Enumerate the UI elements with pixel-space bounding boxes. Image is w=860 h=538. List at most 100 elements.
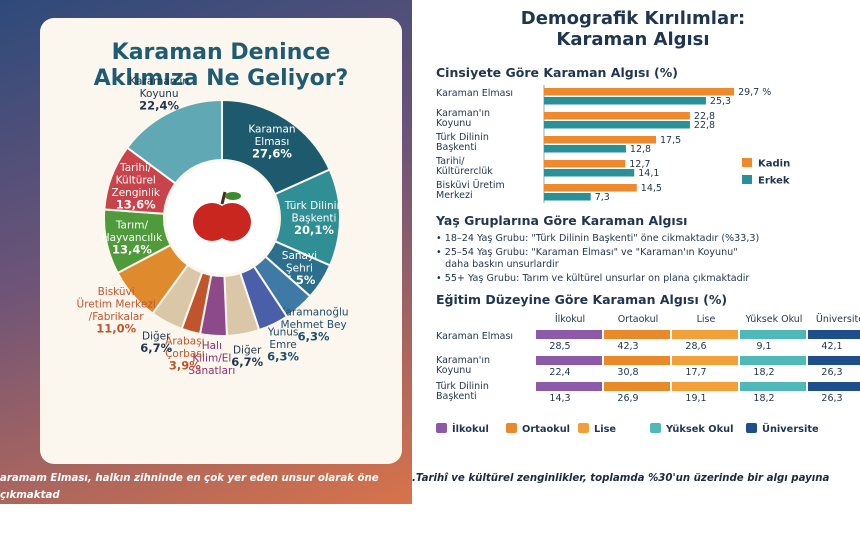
- legend-swatch: [650, 423, 661, 433]
- category-label: Türk Dilinin: [435, 132, 489, 143]
- age-bullet: • 25–54 Yaş Grubu: "Karaman Elması" ve "…: [436, 247, 738, 270]
- bar-segment: [808, 330, 860, 339]
- category-label: Başkenti: [436, 391, 477, 402]
- data-label: 17,7: [685, 367, 706, 378]
- donut-category-label: Arabaşı: [165, 335, 204, 347]
- bar-segment: [604, 356, 670, 365]
- donut-category-label: Zenginlik: [112, 187, 161, 199]
- donut-value: 13,4%: [112, 242, 152, 256]
- donut-category-label: Tarihi/: [119, 162, 152, 174]
- data-label: 28,6: [685, 341, 706, 352]
- infographic-title: Karaman Denince Aklımıza Ne Geliyor?: [93, 40, 349, 91]
- gender-chart-title: Cinsiyete Göre Karaman Algısı (%): [436, 65, 679, 80]
- category-label: Türk Dilinin: [435, 381, 489, 392]
- apple-icon: [193, 191, 251, 241]
- data-label: 42,3: [617, 341, 638, 352]
- legend-swatch: [506, 423, 517, 433]
- donut-category-label: Başkenti: [292, 213, 337, 225]
- data-label: 29,7 %: [738, 87, 771, 98]
- data-label: 7,3: [595, 192, 610, 203]
- data-label: 12,8: [630, 144, 651, 155]
- data-label: 22,8: [694, 111, 715, 122]
- donut-slice: [125, 98, 223, 185]
- legend-swatch: [742, 158, 752, 167]
- bar: [544, 121, 690, 129]
- donut-category-label: Karaman'ın: [129, 75, 189, 87]
- legend-swatch: [746, 423, 757, 433]
- bar: [544, 88, 735, 96]
- donut-category-label: Halı: [202, 340, 222, 352]
- data-label: 14,5: [641, 183, 662, 194]
- data-label: 17,5: [660, 135, 681, 146]
- age-bullets: • 18–24 Yaş Grubu: "Türk Dilinin Başkent…: [436, 233, 846, 287]
- category-label: Başkenti: [436, 142, 477, 153]
- legend-label: İlkokul: [452, 421, 489, 435]
- donut-category-label: Yunus: [267, 326, 299, 338]
- legend-label: Erkek: [758, 176, 790, 187]
- legend-label: Ortaokul: [522, 424, 570, 435]
- donut-category-label: Sanatları: [188, 365, 235, 377]
- data-label: 26,3: [821, 393, 842, 404]
- data-label: 18,2: [753, 367, 774, 378]
- donut-category-label: Sanayi: [282, 250, 317, 262]
- bar: [544, 184, 637, 192]
- column-header: Yüksek Okul: [745, 314, 803, 325]
- donut-category-label: Tarım/: [115, 219, 149, 231]
- category-label: Karaman'ın: [436, 108, 490, 119]
- bar: [544, 193, 591, 201]
- donut-value: 6,3%: [267, 349, 299, 363]
- legend-label: Üniversite: [762, 421, 819, 435]
- data-label: 26,9: [617, 393, 638, 404]
- data-label: 18,2: [753, 393, 774, 404]
- category-label: Bisküvi Üretim: [436, 180, 505, 191]
- donut-category-label: Kilim/El: [192, 353, 231, 365]
- data-label: 14,3: [549, 393, 570, 404]
- donut-value: 22,4%: [139, 98, 179, 112]
- legend-label: Yüksek Okul: [665, 424, 733, 435]
- data-label: 14,1: [638, 168, 659, 179]
- gender-bar-chart: Karaman Elması 29,7 % 25,3 Karaman'ınKoyunu…: [435, 85, 790, 203]
- data-label: 30,8: [617, 367, 638, 378]
- donut-category-label: Hayvancılık: [102, 232, 163, 244]
- donut-category-label: Karaman: [248, 123, 295, 135]
- category-label: Koyunu: [436, 365, 471, 376]
- category-label: Karaman Elması: [436, 88, 513, 99]
- donut-category-label: Emre: [269, 339, 296, 351]
- donut-value: 11,0%: [96, 321, 136, 335]
- category-label: Merkezi: [436, 190, 473, 201]
- data-label: 42,1: [821, 341, 842, 352]
- data-label: 25,3: [710, 96, 731, 107]
- bar: [544, 97, 706, 105]
- donut-value: 3,9%: [169, 358, 201, 372]
- bar-segment: [672, 330, 738, 339]
- bar: [544, 136, 656, 144]
- legend-swatch: [436, 423, 447, 433]
- age-bullet: • 55+ Yaş Grubu: Tarım ve kültürel unsur…: [436, 273, 750, 284]
- bar-segment: [536, 330, 602, 339]
- age-section-title: Yaş Gruplarına Göre Karaman Algısı: [436, 213, 688, 228]
- bar: [544, 145, 626, 153]
- education-chart-title: Eğitim Düzeyine Göre Karaman Algısı (%): [436, 292, 728, 307]
- education-bar-chart: İlkokul Ortaokul Lise Yüksek Okul Üniversite…: [435, 314, 860, 435]
- donut-category-label: Diğer: [142, 330, 171, 342]
- bar-segment: [740, 356, 806, 365]
- donut-value: 27,6%: [252, 146, 292, 160]
- bar-segment: [740, 330, 806, 339]
- bar-segment: [740, 382, 806, 391]
- bar: [544, 160, 626, 168]
- column-header: İlkokul: [555, 314, 585, 325]
- age-bullet: • 18–24 Yaş Grubu: "Türk Dilinin Başkent…: [436, 233, 760, 244]
- caption-right: .Tarihî ve kültürel zenginlikler, toplam…: [412, 470, 860, 504]
- data-label: 26,3: [821, 367, 842, 378]
- donut-category-label: Karamanoğlu: [279, 306, 349, 318]
- category-label: Karaman'ın: [436, 355, 490, 366]
- data-label: 9,1: [756, 341, 771, 352]
- column-header: Lise: [697, 314, 716, 325]
- donut-value: 6,7%: [231, 355, 263, 369]
- data-label: 22,8: [694, 120, 715, 131]
